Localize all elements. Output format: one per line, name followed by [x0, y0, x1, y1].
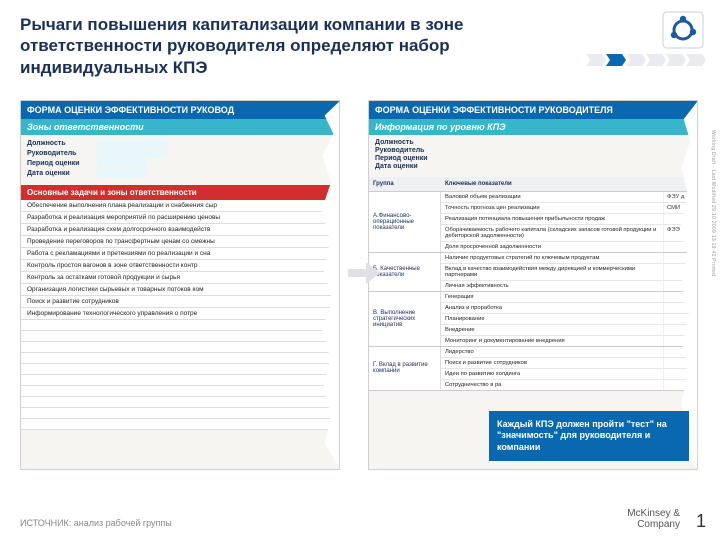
task-row: Организация логистики сырьевых и товарны… [21, 284, 339, 296]
progress-step [666, 54, 686, 66]
task-row [21, 364, 339, 375]
meta-value [97, 159, 147, 168]
meta-label: Должность [27, 140, 97, 147]
source-text: ИСТОЧНИК: анализ рабочей группы [20, 518, 172, 528]
task-row [21, 353, 339, 364]
kpi-text: Наличие продуктовых стратегий по ключевы… [441, 253, 663, 263]
brand-line1: McKinsey & [627, 508, 680, 519]
kpi-text: Поиск и развитие сотрудников [441, 358, 663, 368]
task-row: Контроль простоя вагонов в зоне ответств… [21, 260, 339, 272]
meta-label: Период оценки [27, 160, 97, 167]
task-row [21, 397, 339, 408]
kpi-text: Доля просроченной задолженности [441, 242, 663, 252]
kpi-text: Личная эффективность [441, 281, 663, 291]
task-row [21, 386, 339, 397]
task-row [21, 320, 339, 331]
panel-left: ФОРМА ОЦЕНКИ ЭФФЕКТИВНОСТИ РУКОВОД Зоны … [20, 100, 340, 470]
panel-right: ФОРМА ОЦЕНКИ ЭФФЕКТИВНОСТИ РУКОВОДИТЕЛЯ … [368, 100, 698, 470]
task-row: Разработка и реализация схем долгосрочно… [21, 224, 339, 236]
kpi-text: Сотрудничество в ра [441, 380, 663, 390]
page-number: 1 [696, 511, 706, 532]
panel-right-subheader: Информация по уровню КПЭ [369, 119, 697, 135]
panel-right-meta: ДолжностьРуководительПериод оценкиДата о… [369, 135, 697, 177]
panel-left-header: ФОРМА ОЦЕНКИ ЭФФЕКТИВНОСТИ РУКОВОД [21, 101, 339, 119]
meta-value [97, 149, 167, 158]
task-row: Информирование технологического управлен… [21, 308, 339, 320]
meta-label: Дата оценки [27, 170, 97, 177]
kpi-text: Внедрение [441, 325, 663, 335]
kpi-text: Валовой объем реализации [441, 192, 663, 202]
task-row: Проведение переговоров по трансфертным ц… [21, 236, 339, 248]
kpi-text: Планирование [441, 314, 663, 324]
task-row [21, 408, 339, 419]
progress-step [646, 54, 666, 66]
page-title: Рычаги повышения капитализации компании … [20, 14, 540, 78]
progress-step [686, 54, 706, 66]
kpi-text: Лидерство [441, 347, 663, 357]
progress-step [626, 54, 646, 66]
draft-sidetext: Working Draft - Last Modified 29.10.2009… [710, 130, 716, 276]
meta-value [97, 169, 147, 178]
meta-label: Период оценки [375, 155, 445, 162]
kpi-text: Реализация потенциала повышения прибыльн… [441, 214, 663, 224]
task-row [21, 375, 339, 386]
panel-left-meta: Должность Руководитель Период оценки Дата о… [21, 135, 339, 185]
task-row: Обеспечение выполнения плана реализации … [21, 200, 339, 212]
brand-text: McKinsey & Company [627, 509, 680, 530]
meta-label: Дата оценки [375, 163, 445, 170]
kpi-text: Вклад в качество взаимодействия между ди… [441, 264, 663, 280]
panel-left-section: Основные задачи и зоны ответственности [21, 185, 339, 200]
kpi-text: Точность прогноза цен реализации [441, 203, 663, 213]
meta-label: Руководитель [375, 147, 445, 154]
callout-box: Каждый КПЭ должен пройти "тест" на "знач… [489, 411, 689, 461]
cycle-logo [662, 10, 704, 55]
panel-left-subheader: Зоны ответственности [21, 119, 339, 135]
kpi-text: Анализ и проработка [441, 303, 663, 313]
arrow-icon [348, 260, 382, 286]
progress-step [586, 54, 606, 66]
progress-chevrons [586, 54, 706, 66]
task-row [21, 419, 339, 430]
task-row [21, 331, 339, 342]
panel-right-header: ФОРМА ОЦЕНКИ ЭФФЕКТИВНОСТИ РУКОВОДИТЕЛЯ [369, 101, 697, 119]
task-row: Разработка и реализация мероприятий по р… [21, 212, 339, 224]
kpi-text: Генерация [441, 292, 663, 302]
brand-line2: Company [637, 519, 680, 530]
progress-step [606, 54, 626, 66]
col-kpi: Ключевые показатели [441, 177, 663, 191]
task-row: Поиск и развитие сотрудников [21, 296, 339, 308]
kpi-text: Идеи по развитию холдинга [441, 369, 663, 379]
meta-label: Руководитель [27, 150, 97, 157]
kpi-text: Мониторинг и документирование внедрения [441, 336, 663, 346]
meta-label: Должность [375, 139, 445, 146]
group-label: Г. Вклад в развитие компании [369, 347, 441, 390]
task-row: Работа с рекламациями и претензиями по р… [21, 248, 339, 260]
col-group: Группа [369, 177, 441, 191]
group-label: В. Выполнение стратегических инициатив [369, 292, 441, 346]
group-label: А.Финансово-операционные показатели [369, 192, 441, 252]
meta-value [97, 139, 167, 148]
task-row: Контроль за остатками готовой продукции … [21, 272, 339, 284]
kpi-text: Оборачиваемость рабочего капитала (склад… [441, 225, 663, 241]
task-row [21, 342, 339, 353]
panel-left-rows: Обеспечение выполнения плана реализации … [21, 200, 339, 469]
